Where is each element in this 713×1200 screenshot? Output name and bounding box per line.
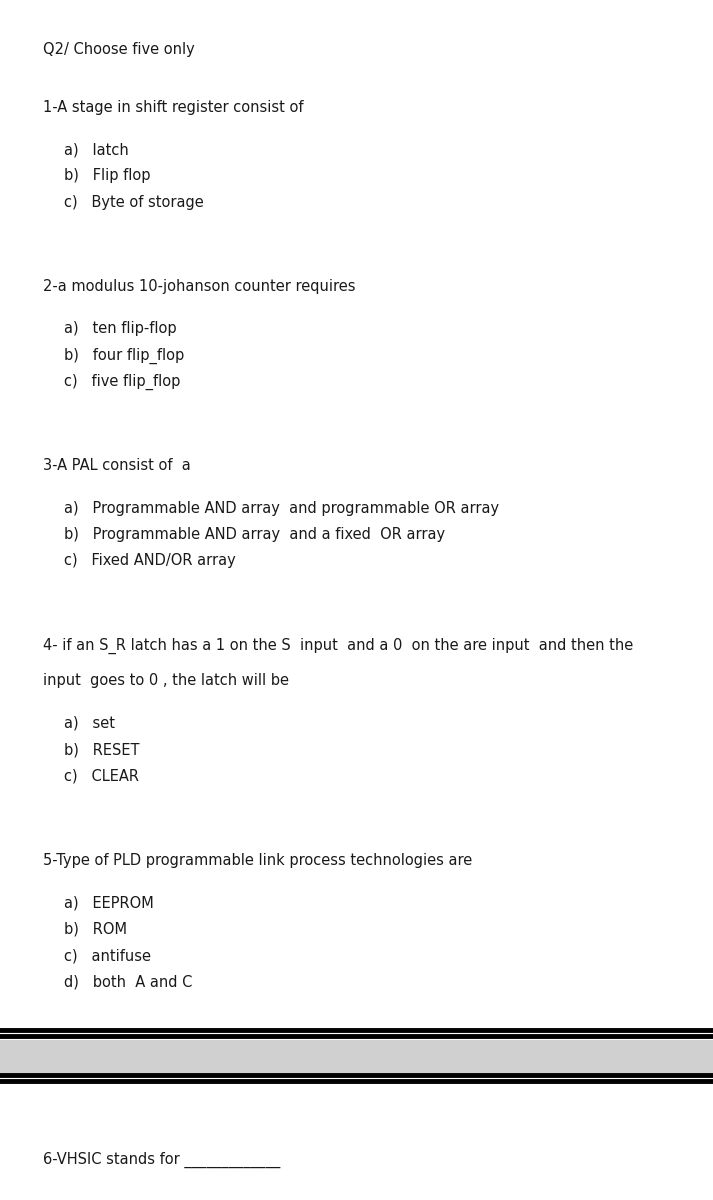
Text: a)   ten flip-flop: a) ten flip-flop bbox=[64, 322, 177, 336]
Text: 2-a modulus 10-johanson counter requires: 2-a modulus 10-johanson counter requires bbox=[43, 278, 355, 294]
Text: b)   RESET: b) RESET bbox=[64, 743, 140, 757]
Text: b)   Flip flop: b) Flip flop bbox=[64, 168, 150, 184]
Text: c)   CLEAR: c) CLEAR bbox=[64, 769, 139, 784]
Text: a)   set: a) set bbox=[64, 716, 116, 731]
Text: c)   five flip_flop: c) five flip_flop bbox=[64, 374, 180, 390]
Text: c)   antifuse: c) antifuse bbox=[64, 948, 151, 964]
Text: b)   ROM: b) ROM bbox=[64, 922, 127, 937]
Text: 1-A stage in shift register consist of: 1-A stage in shift register consist of bbox=[43, 100, 303, 115]
Text: Q2/ Choose five only: Q2/ Choose five only bbox=[43, 42, 195, 56]
Text: b)   Programmable AND array  and a fixed  OR array: b) Programmable AND array and a fixed OR… bbox=[64, 527, 446, 542]
Text: input  goes to 0 , the latch will be: input goes to 0 , the latch will be bbox=[43, 673, 289, 689]
Text: d)   both  A and C: d) both A and C bbox=[64, 974, 193, 990]
Text: 4- if an S_R latch has a 1 on the S  input  and a 0  on the are input  and then : 4- if an S_R latch has a 1 on the S inpu… bbox=[43, 637, 633, 654]
Text: a)   EEPROM: a) EEPROM bbox=[64, 895, 154, 911]
Text: c)   Fixed AND/OR array: c) Fixed AND/OR array bbox=[64, 553, 236, 569]
Text: a)   Programmable AND array  and programmable OR array: a) Programmable AND array and programmab… bbox=[64, 500, 499, 516]
Text: 6-VHSIC stands for _____________: 6-VHSIC stands for _____________ bbox=[43, 1152, 280, 1169]
Text: 3-A PAL consist of  a: 3-A PAL consist of a bbox=[43, 458, 190, 473]
Bar bbox=[0, 1040, 713, 1074]
Text: 5-Type of PLD programmable link process technologies are: 5-Type of PLD programmable link process … bbox=[43, 853, 472, 868]
Text: a)   latch: a) latch bbox=[64, 142, 129, 157]
Text: c)   Byte of storage: c) Byte of storage bbox=[64, 194, 204, 210]
Text: b)   four flip_flop: b) four flip_flop bbox=[64, 348, 185, 364]
